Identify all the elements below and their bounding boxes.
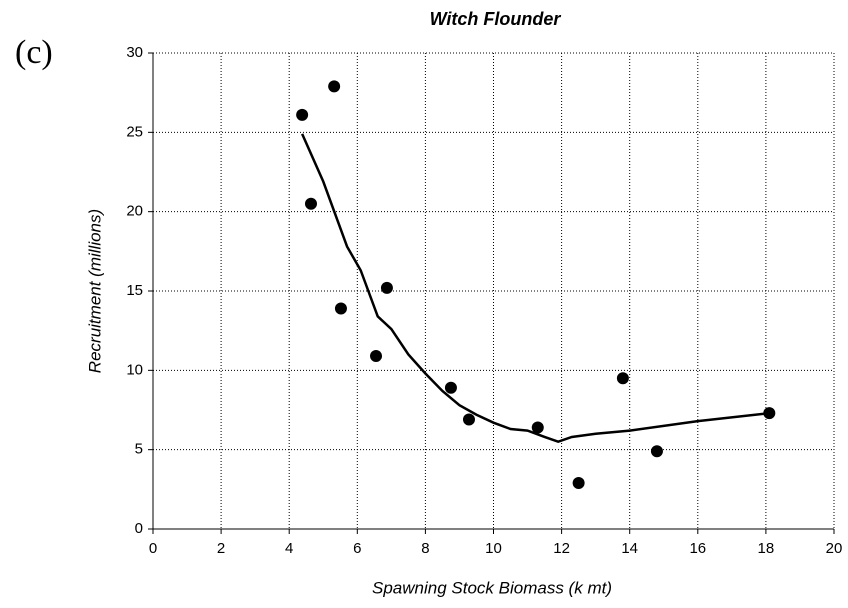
data-point [462,413,475,426]
x-tick-label: 2 [217,540,225,557]
y-tick-label: 10 [126,361,143,378]
y-tick-label: 20 [126,203,143,220]
data-point [616,372,629,385]
panel-label: (c) [15,34,53,71]
x-tick-label: 12 [553,540,570,557]
trend-line [300,133,770,444]
data-point [328,80,341,93]
y-tick-label: 25 [126,123,143,140]
x-tick-label: 10 [485,540,502,557]
y-axis-label: Recruitment (millions) [85,209,104,373]
x-tick-label: 20 [826,540,843,557]
data-point [304,197,317,210]
y-tick-label: 0 [135,520,143,537]
x-tick-label: 18 [758,540,775,557]
x-tick-label: 0 [149,540,157,557]
data-point [334,302,347,315]
data-point [531,421,544,434]
x-tick-label: 16 [689,540,706,557]
x-tick-label: 6 [353,540,361,557]
data-point [650,445,663,458]
data-point [370,350,383,363]
data-point [572,476,585,489]
x-tick-label: 8 [421,540,429,557]
y-tick-label: 5 [135,441,143,458]
chart-title: Witch Flounder [430,9,562,29]
y-tick-label: 30 [126,44,143,61]
data-point [296,108,309,121]
x-tick-label: 14 [621,540,638,557]
data-point [444,381,457,394]
y-tick-label: 15 [126,282,143,299]
data-point [380,281,393,294]
x-axis-label: Spawning Stock Biomass (k mt) [372,578,612,597]
x-tick-label: 4 [285,540,293,557]
